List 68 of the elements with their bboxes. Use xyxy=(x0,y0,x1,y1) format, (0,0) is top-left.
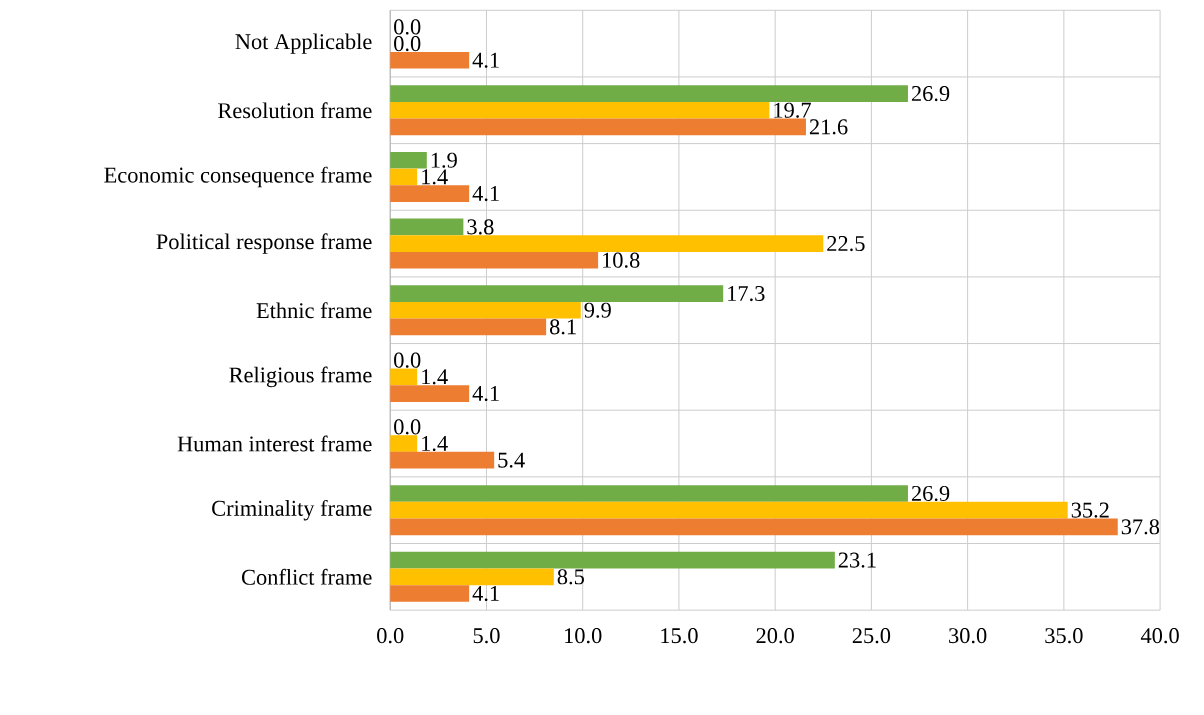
bar xyxy=(390,451,495,469)
data-label: 8.5 xyxy=(557,569,584,585)
bar xyxy=(390,551,835,569)
bar xyxy=(390,118,806,136)
data-label: 8.1 xyxy=(549,319,576,335)
y-tick-label: Conflict frame xyxy=(242,568,372,585)
x-tick-label: 15.0 xyxy=(661,628,698,644)
bar xyxy=(390,585,470,602)
data-label: 9.9 xyxy=(584,302,611,318)
data-label: 0.0 xyxy=(394,36,421,52)
bar xyxy=(390,568,554,586)
y-tick-label: Human interest frame xyxy=(177,435,372,452)
data-label: 4.1 xyxy=(472,585,499,602)
x-tick-label: 30.0 xyxy=(949,628,987,644)
data-label: 35.2 xyxy=(1071,502,1109,518)
data-label: 26.9 xyxy=(911,86,950,102)
x-tick-label: 40.0 xyxy=(1140,628,1179,644)
data-label: 22.5 xyxy=(827,236,865,252)
bar xyxy=(390,285,724,302)
data-label: 1.4 xyxy=(422,369,448,385)
y-tick-label: Ethnic frame xyxy=(256,302,372,319)
data-label: 4.1 xyxy=(472,386,499,402)
bar xyxy=(390,251,599,269)
data-label: 5.4 xyxy=(498,452,525,468)
data-label: 0.0 xyxy=(394,19,421,35)
data-label: 0.0 xyxy=(394,352,421,368)
bar xyxy=(390,185,470,202)
data-label: 1.4 xyxy=(422,435,448,452)
y-tick-label: Religious frame xyxy=(229,366,372,388)
bar xyxy=(390,368,418,386)
bar xyxy=(390,85,908,102)
data-label: 4.1 xyxy=(472,52,499,68)
y-tick-label: Criminality frame xyxy=(212,499,372,521)
x-tick-label: 20.0 xyxy=(756,628,794,644)
data-label: 1.9 xyxy=(431,152,457,168)
y-tick-label: Economic consequence frame xyxy=(104,166,372,188)
x-tick-label: 5.0 xyxy=(473,628,500,644)
bar xyxy=(390,151,427,169)
y-tick-label: Political response frame xyxy=(156,233,372,254)
x-tick-label: 25.0 xyxy=(852,628,891,644)
x-tick-label: 10.0 xyxy=(565,628,602,644)
data-label: 26.9 xyxy=(911,485,950,502)
bar xyxy=(390,218,464,236)
bar xyxy=(390,301,581,319)
y-tick-label: Not Applicable xyxy=(235,33,372,54)
bar xyxy=(390,501,1068,519)
data-label: 1.4 xyxy=(422,169,448,185)
data-label: 19.7 xyxy=(774,102,811,118)
data-label: 37.8 xyxy=(1121,519,1160,535)
bar xyxy=(390,435,418,452)
x-tick-label: 35.0 xyxy=(1045,628,1083,644)
bar xyxy=(390,485,908,502)
bar xyxy=(390,168,418,186)
data-label: 3.8 xyxy=(467,219,494,235)
data-label: 0.0 xyxy=(394,419,421,435)
bar xyxy=(390,518,1118,536)
bar xyxy=(390,51,470,69)
y-tick-label: Resolution frame xyxy=(218,102,372,119)
data-label: 23.1 xyxy=(838,552,876,568)
data-label: 21.6 xyxy=(809,119,848,135)
data-label: 10.8 xyxy=(603,252,640,268)
bar xyxy=(390,318,547,336)
x-tick-label: 0.0 xyxy=(377,628,404,644)
data-label: 17.3 xyxy=(728,286,765,302)
bar xyxy=(390,235,824,252)
bar xyxy=(390,385,470,402)
data-label: 4.1 xyxy=(472,186,499,202)
bar xyxy=(390,101,770,119)
